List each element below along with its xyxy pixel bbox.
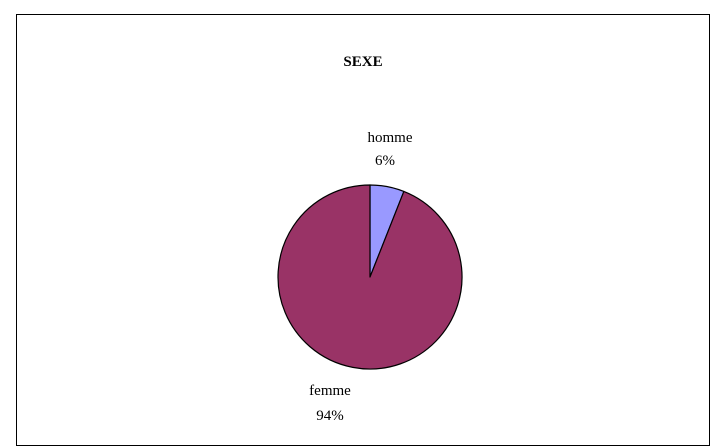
- chart-title: SEXE: [343, 54, 383, 70]
- slice-label-femme: femme: [309, 383, 351, 399]
- pie-slice-femme: [277, 184, 463, 370]
- pie-slices: [277, 184, 463, 370]
- slice-label-homme: homme: [368, 130, 413, 146]
- slice-percent-homme: 6%: [375, 153, 395, 169]
- pie-labels: homme 6% femme 94%: [309, 130, 413, 424]
- slice-percent-femme: 94%: [316, 408, 344, 424]
